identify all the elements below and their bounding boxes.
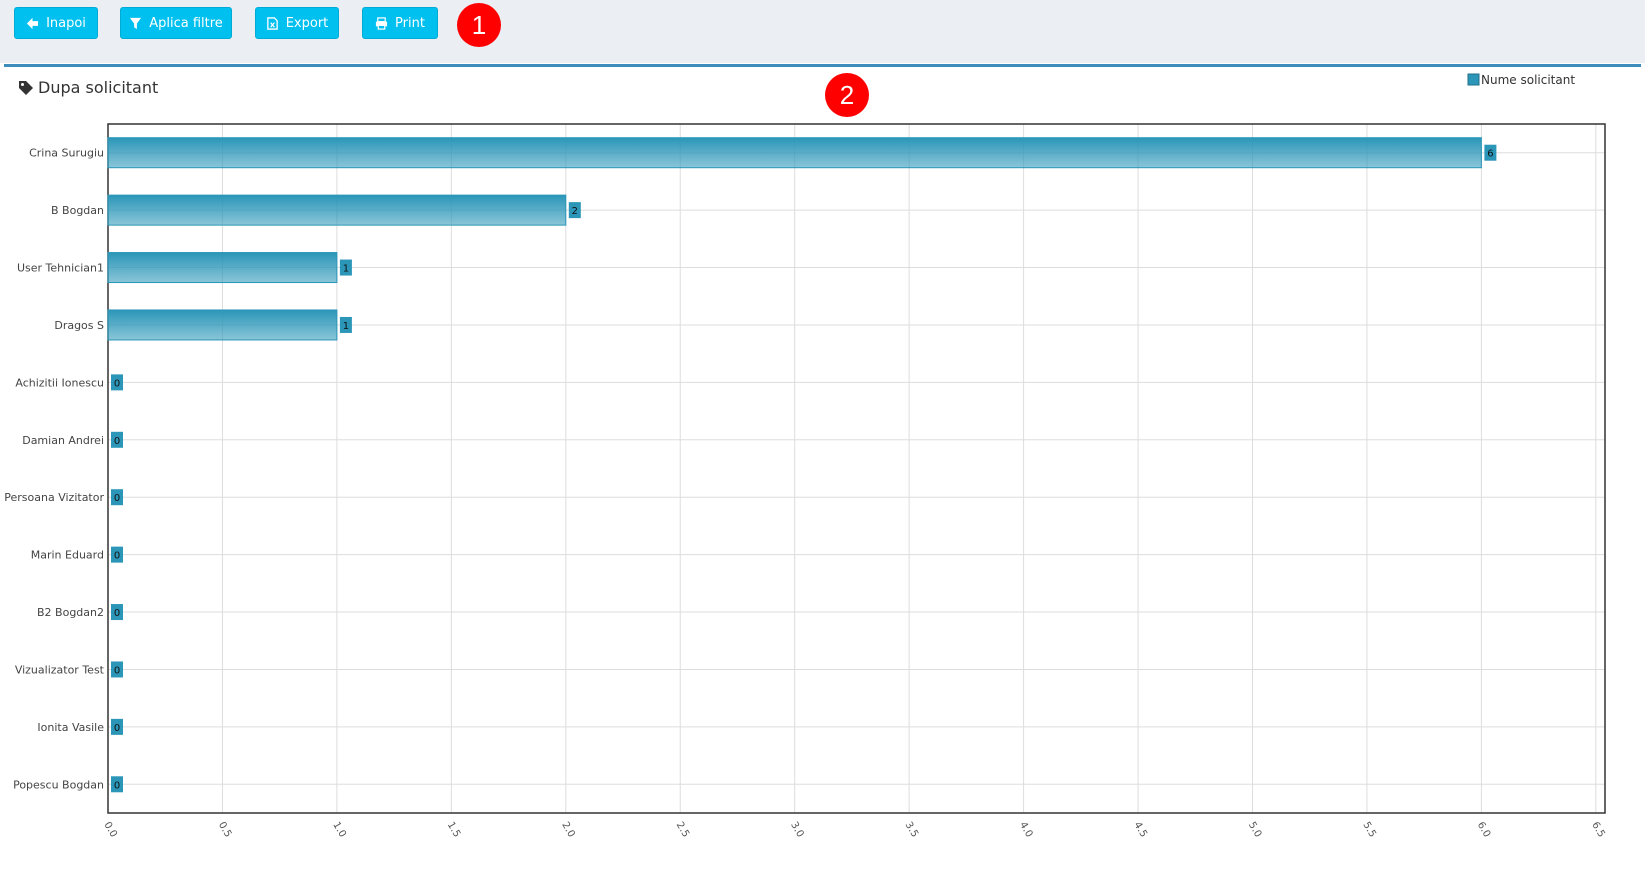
y-tick-label: Persoana Vizitator xyxy=(4,491,104,504)
value-label-box xyxy=(339,316,352,333)
x-tick-label: 1.0 xyxy=(330,820,347,839)
x-tick-label: 6.0 xyxy=(1475,820,1492,839)
bar xyxy=(107,137,1482,169)
x-tick-label: 5.0 xyxy=(1246,820,1263,839)
value-label-box xyxy=(111,718,123,735)
value-label-box xyxy=(111,661,123,678)
x-tick-label: 6.5 xyxy=(1589,820,1606,839)
plot-frame xyxy=(107,123,1606,814)
value-label: 0 xyxy=(114,378,120,389)
value-label-box xyxy=(339,259,352,276)
value-label: 1 xyxy=(343,264,349,275)
y-tick-label: B2 Bogdan2 xyxy=(37,606,104,619)
value-label: 0 xyxy=(114,665,120,676)
excel-icon xyxy=(266,16,278,30)
x-tick-label: 4.0 xyxy=(1017,820,1034,839)
filter-button[interactable]: Aplica filtre xyxy=(120,7,232,39)
y-tick-label: Ionita Vasile xyxy=(37,721,104,734)
print-button[interactable]: Print xyxy=(362,7,438,39)
value-label-box xyxy=(111,489,123,506)
tag-icon xyxy=(19,80,33,95)
value-label: 0 xyxy=(114,780,120,791)
y-tick-label: Vizualizator Test xyxy=(15,663,105,676)
annotation-badge: 2 xyxy=(825,73,869,117)
x-tick-label: 0.0 xyxy=(101,820,118,839)
button-label: Print xyxy=(395,15,425,31)
y-tick-label: B Bogdan xyxy=(51,204,104,217)
filter-icon xyxy=(130,17,142,29)
value-label-box xyxy=(111,604,123,621)
x-tick-label: 3.0 xyxy=(788,820,805,839)
bar xyxy=(107,194,567,226)
value-label: 0 xyxy=(114,493,120,504)
bar xyxy=(107,252,338,284)
print-icon xyxy=(375,16,388,30)
y-tick-label: Marin Eduard xyxy=(31,549,104,562)
arrow-icon xyxy=(26,17,39,29)
y-tick-label: Damian Andrei xyxy=(22,434,104,447)
annotation-badge: 1 xyxy=(457,3,501,47)
x-tick-label: 0.5 xyxy=(216,820,233,839)
x-tick-label: 3.5 xyxy=(903,820,920,839)
y-tick-label: Dragos S xyxy=(54,319,104,332)
value-label: 1 xyxy=(343,321,349,332)
y-tick-label: User Tehnician1 xyxy=(17,262,104,275)
button-label: Inapoi xyxy=(46,15,86,31)
x-tick-label: 2.5 xyxy=(674,820,691,839)
title-text: Dupa solicitant xyxy=(38,78,159,97)
y-tick-label: Popescu Bogdan xyxy=(13,778,104,791)
export-button[interactable]: Export xyxy=(255,7,339,39)
x-tick-label: 5.5 xyxy=(1360,820,1377,839)
back-button[interactable]: Inapoi xyxy=(14,7,98,39)
value-label: 2 xyxy=(572,206,578,217)
y-tick-label: Achizitii Ionescu xyxy=(15,376,104,389)
value-label: 0 xyxy=(114,436,120,447)
value-label-box xyxy=(111,431,123,448)
x-tick-label: 2.0 xyxy=(559,820,576,839)
value-label-box xyxy=(1484,144,1497,161)
button-label: Export xyxy=(285,15,329,31)
x-tick-label: 4.5 xyxy=(1131,820,1148,839)
value-label: 0 xyxy=(114,723,120,734)
panel-title: Dupa solicitant xyxy=(18,78,158,97)
y-tick-label: Crina Surugiu xyxy=(29,147,104,160)
value-label-box xyxy=(568,202,581,219)
value-label: 0 xyxy=(114,608,120,619)
value-label: 6 xyxy=(1487,149,1493,160)
x-tick-label: 1.5 xyxy=(445,820,462,839)
legend-label: Nume solicitant xyxy=(1481,73,1575,87)
bar xyxy=(107,309,338,341)
legend-swatch xyxy=(1467,73,1480,86)
toolbar: Inapoi Aplica filtre Export Print 1 xyxy=(0,0,1645,63)
button-label: Aplica filtre xyxy=(149,15,223,31)
value-label-box xyxy=(111,374,123,391)
value-label: 0 xyxy=(114,551,120,562)
value-label-box xyxy=(111,776,123,793)
value-label-box xyxy=(111,546,123,563)
